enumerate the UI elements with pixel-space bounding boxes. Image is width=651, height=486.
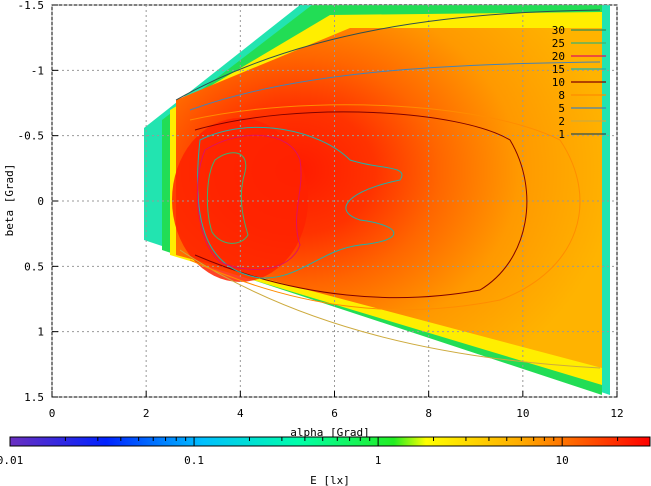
- contour-lines: [175, 9, 601, 369]
- orange-region: [176, 28, 602, 368]
- x-tick-label: 12: [610, 407, 623, 420]
- x-tick-label: 6: [331, 407, 338, 420]
- y-axis-label: beta [Grad]: [3, 164, 16, 237]
- x-tick-label: 8: [425, 407, 432, 420]
- contour-line-25: [206, 152, 249, 244]
- legend-label: 8: [558, 89, 565, 102]
- x-tick-label: 0: [49, 407, 56, 420]
- y-tick-label: -0.5: [18, 130, 45, 143]
- y-tick-label: -1: [31, 64, 44, 77]
- contour-line-2: [179, 249, 601, 369]
- contour-line-8: [189, 104, 581, 311]
- legend-label: 30: [552, 24, 565, 37]
- colorbar-ticks: 0.01 0.1 1 10: [0, 437, 651, 467]
- legend-label: 10: [552, 76, 565, 89]
- contour-line-5: [189, 61, 601, 111]
- legend-label: 15: [552, 63, 565, 76]
- contour-line-10: [194, 111, 528, 299]
- legend-label: 2: [558, 115, 565, 128]
- colorbar-label: E [lx]: [310, 474, 350, 486]
- y-tick-label: 0.5: [24, 260, 44, 273]
- colorbar-tick-label: 0.1: [184, 454, 204, 467]
- contour-line-20: [197, 134, 302, 270]
- x-axis-label: alpha [Grad]: [290, 426, 369, 439]
- colorbar-tick-label: 10: [556, 454, 569, 467]
- y-tick-label: 1: [37, 326, 44, 339]
- x-tick-label: 10: [516, 407, 529, 420]
- contour-line-15: [197, 126, 403, 279]
- colorbar-tick-label: 0.01: [0, 454, 23, 467]
- y-tick-label: 1.5: [24, 391, 44, 404]
- colorbar-tick-label: 1: [375, 454, 382, 467]
- legend-label: 25: [552, 37, 565, 50]
- y-axis-ticks: -1.5 -1 -0.5 0 0.5 1 1.5: [18, 0, 58, 404]
- x-tick-label: 4: [237, 407, 244, 420]
- legend-label: 20: [552, 50, 565, 63]
- x-tick-label: 2: [143, 407, 150, 420]
- y-tick-label: 0: [37, 195, 44, 208]
- legend-label: 1: [558, 128, 565, 141]
- y-tick-label: -1.5: [18, 0, 45, 12]
- contour-line-1: [175, 9, 601, 101]
- legend-label: 5: [558, 102, 565, 115]
- x-axis-ticks: 0 2 4 6 8 10 12: [49, 391, 624, 420]
